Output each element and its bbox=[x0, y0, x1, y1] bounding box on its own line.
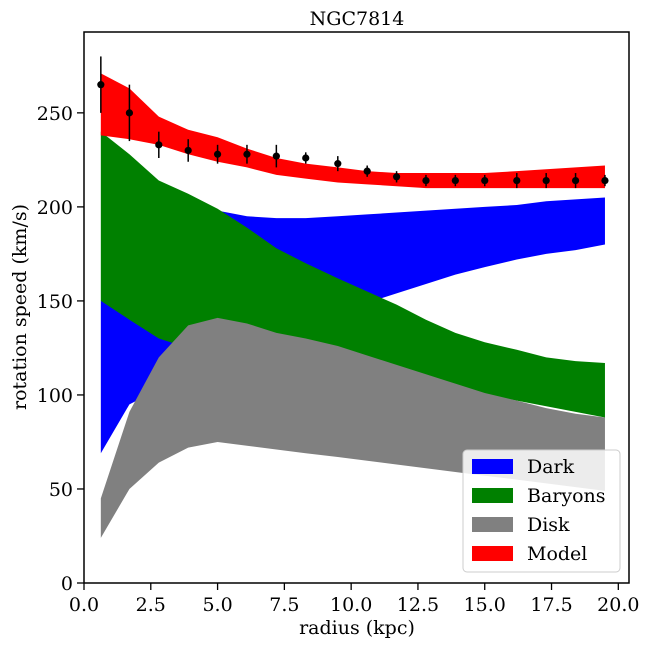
observed-point bbox=[302, 154, 310, 162]
y-tick-label: 200 bbox=[37, 197, 73, 219]
observed-point bbox=[97, 81, 105, 89]
observed-point bbox=[363, 167, 371, 175]
observed-point bbox=[542, 176, 550, 185]
legend-label-model: Model bbox=[527, 543, 587, 565]
observed-point bbox=[422, 176, 430, 185]
x-tick-label: 0.0 bbox=[69, 594, 99, 616]
legend-swatch-model bbox=[472, 546, 513, 561]
x-tick-label: 5.0 bbox=[202, 594, 232, 616]
x-tick-label: 10.0 bbox=[330, 594, 372, 616]
y-tick-label: 0 bbox=[61, 573, 73, 595]
x-tick-label: 2.5 bbox=[136, 594, 166, 616]
observed-point bbox=[601, 176, 609, 185]
x-tick-label: 12.5 bbox=[397, 594, 439, 616]
band-disk bbox=[100, 317, 605, 538]
observed-point bbox=[451, 176, 459, 185]
x-tick-label: 15.0 bbox=[464, 594, 506, 616]
legend-swatch-dark bbox=[472, 459, 513, 474]
observed-point bbox=[243, 150, 251, 158]
x-axis-label: radius (kpc) bbox=[299, 617, 415, 639]
legend-swatch-baryons bbox=[472, 488, 513, 503]
observed-point bbox=[513, 176, 521, 185]
y-tick-label: 100 bbox=[37, 385, 73, 407]
legend-label-baryons: Baryons bbox=[527, 485, 606, 507]
band-model bbox=[100, 73, 605, 189]
legend-label-dark: Dark bbox=[527, 456, 575, 478]
observed-points bbox=[97, 81, 609, 185]
y-axis-ticks: 0 50 100 150 200 250 bbox=[37, 103, 84, 595]
x-axis-ticks: 0.0 2.5 5.0 7.5 10.0 12.5 15.0 17.5 20.0 bbox=[69, 583, 639, 616]
y-tick-label: 250 bbox=[37, 103, 73, 125]
observed-point bbox=[334, 160, 342, 168]
observed-point bbox=[571, 176, 580, 185]
legend-box bbox=[462, 449, 621, 573]
observed-point bbox=[392, 173, 401, 181]
x-tick-label: 7.5 bbox=[269, 594, 299, 616]
x-tick-label: 20.0 bbox=[597, 594, 639, 616]
y-tick-label: 50 bbox=[49, 479, 73, 501]
legend: Dark Baryons Disk Model bbox=[462, 449, 621, 573]
legend-label-disk: Disk bbox=[527, 514, 570, 536]
observed-point bbox=[155, 141, 163, 149]
observed-point bbox=[213, 150, 222, 158]
chart-title: NGC7814 bbox=[310, 8, 405, 30]
plot-frame bbox=[83, 31, 630, 584]
observed-errorbars bbox=[100, 56, 606, 189]
legend-swatch-disk bbox=[472, 517, 513, 532]
y-axis-label: rotation speed (km/s) bbox=[9, 204, 31, 410]
x-tick-label: 17.5 bbox=[530, 594, 572, 616]
observed-point bbox=[481, 176, 489, 185]
observed-point bbox=[184, 146, 192, 155]
observed-point bbox=[272, 152, 280, 160]
observed-point bbox=[125, 109, 134, 117]
y-tick-label: 150 bbox=[37, 291, 73, 313]
bands-layer bbox=[100, 73, 605, 538]
